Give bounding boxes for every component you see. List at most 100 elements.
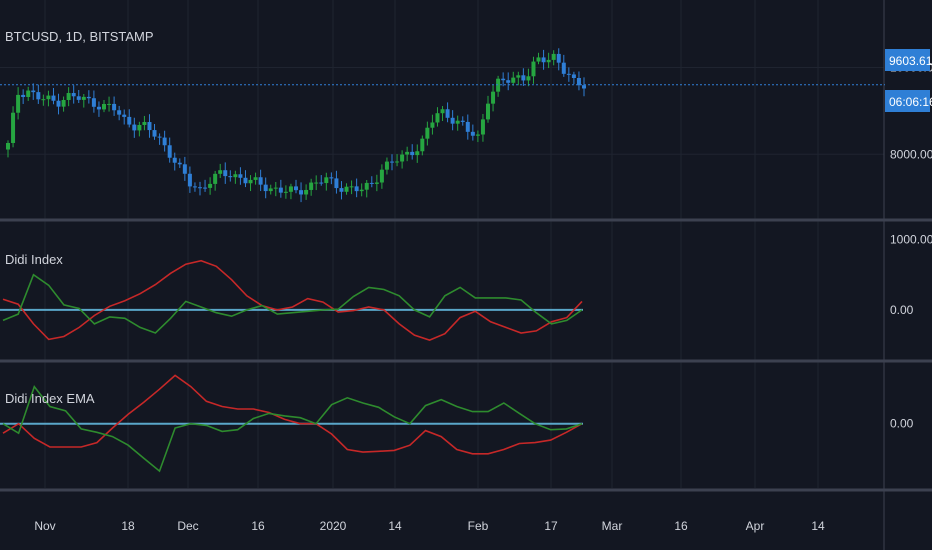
candle-body	[253, 177, 258, 180]
candle-body	[273, 187, 278, 189]
candle-body	[410, 151, 415, 156]
candle-body	[415, 151, 420, 156]
time-axis-tick: Mar	[602, 519, 623, 533]
ema-axis-ticks[interactable]: 0.00	[890, 417, 914, 431]
candle-body	[278, 187, 283, 193]
candle-body	[369, 182, 374, 184]
time-axis-tick: 2020	[320, 519, 347, 533]
candle-body	[198, 187, 202, 189]
candle-body	[51, 95, 56, 101]
candle-body	[460, 120, 465, 122]
last-price-tag: 9603.61 06:06:16	[885, 49, 932, 112]
candle-body	[324, 177, 329, 184]
candle-body	[182, 164, 187, 174]
candle-body	[521, 75, 526, 81]
candle-body	[152, 130, 157, 137]
candle-body	[76, 96, 81, 100]
candle-body	[486, 103, 490, 120]
candle-body	[400, 154, 405, 162]
candle-body	[233, 174, 238, 178]
countdown-label: 06:06:16	[889, 95, 932, 109]
candle-body	[536, 57, 541, 62]
candle-body	[395, 161, 400, 163]
candle-body	[187, 173, 192, 187]
time-axis-tick: 17	[544, 519, 558, 533]
candle-body	[203, 187, 208, 189]
candle-body	[511, 77, 516, 83]
candle-body	[465, 121, 470, 132]
time-axis-tick: 16	[674, 519, 688, 533]
candle-body	[46, 95, 51, 100]
candle-body	[475, 134, 480, 136]
price-axis-tick: 8000.00	[890, 147, 932, 161]
candle-body	[283, 191, 288, 193]
candle-body	[127, 116, 132, 125]
candle-body	[31, 90, 36, 93]
candle-body	[137, 124, 142, 131]
time-axis-tick: Feb	[468, 519, 489, 533]
time-axis-tick: Nov	[34, 519, 55, 533]
candle-body	[248, 179, 253, 184]
candle-body	[379, 169, 384, 183]
candle-body	[501, 78, 506, 81]
candle-body	[359, 189, 364, 192]
didi-axis-ticks[interactable]: 1000.00 0.00	[890, 233, 932, 317]
candle-body	[96, 106, 101, 110]
countdown-tag-box	[885, 90, 930, 112]
candle-body	[213, 173, 218, 184]
didi-ema-green-line	[2, 384, 583, 473]
candle-body	[470, 131, 475, 136]
didi-pane-title: Didi Index	[5, 252, 63, 267]
candle-body	[516, 75, 521, 78]
candle-body	[440, 109, 445, 114]
candle-body	[192, 186, 197, 188]
candle-body	[107, 103, 112, 105]
time-axis-tick: Dec	[177, 519, 198, 533]
candle-body	[430, 122, 435, 128]
candle-body	[112, 103, 117, 111]
candle-body	[122, 114, 127, 117]
candle-body	[531, 61, 536, 77]
time-axis[interactable]: Nov 18 Dec 16 2020 14 Feb 17 Mar 16 Apr 14	[34, 519, 825, 533]
candle-body	[384, 161, 389, 170]
candle-body	[546, 59, 551, 63]
candle-body	[349, 186, 354, 188]
candle-body	[314, 182, 319, 184]
candle-body	[435, 113, 440, 123]
candle-body	[374, 182, 379, 184]
candle-body	[551, 53, 556, 60]
candle-body	[390, 161, 394, 163]
candle-body	[450, 117, 455, 124]
didi-ema-pane-title: Didi Index EMA	[5, 391, 95, 406]
candle-body	[243, 177, 248, 184]
time-axis-tick: 18	[121, 519, 135, 533]
candle-body	[339, 188, 344, 192]
candle-body	[41, 99, 46, 101]
candle-body	[81, 96, 86, 100]
candle-body	[86, 96, 91, 99]
candle-body	[405, 151, 410, 155]
candle-body	[491, 91, 496, 104]
candle-body	[142, 122, 147, 125]
candle-body	[16, 94, 21, 113]
time-axis-tick: Apr	[746, 519, 765, 533]
candle-body	[238, 174, 243, 178]
candle-body	[294, 186, 298, 191]
candle-body	[6, 143, 10, 150]
candle-body	[334, 178, 339, 189]
candle-body	[556, 53, 561, 63]
candle-body	[223, 170, 228, 177]
candle-body	[576, 77, 581, 86]
candle-body	[61, 99, 66, 107]
candle-body	[208, 183, 213, 188]
candle-body	[263, 184, 268, 192]
candle-body	[268, 188, 273, 192]
candle-body	[147, 122, 152, 131]
price-candles	[6, 48, 586, 203]
candle-body	[177, 162, 182, 165]
candle-body	[56, 100, 61, 107]
candle-body	[132, 124, 137, 131]
didi-ema-red-line	[2, 374, 583, 455]
